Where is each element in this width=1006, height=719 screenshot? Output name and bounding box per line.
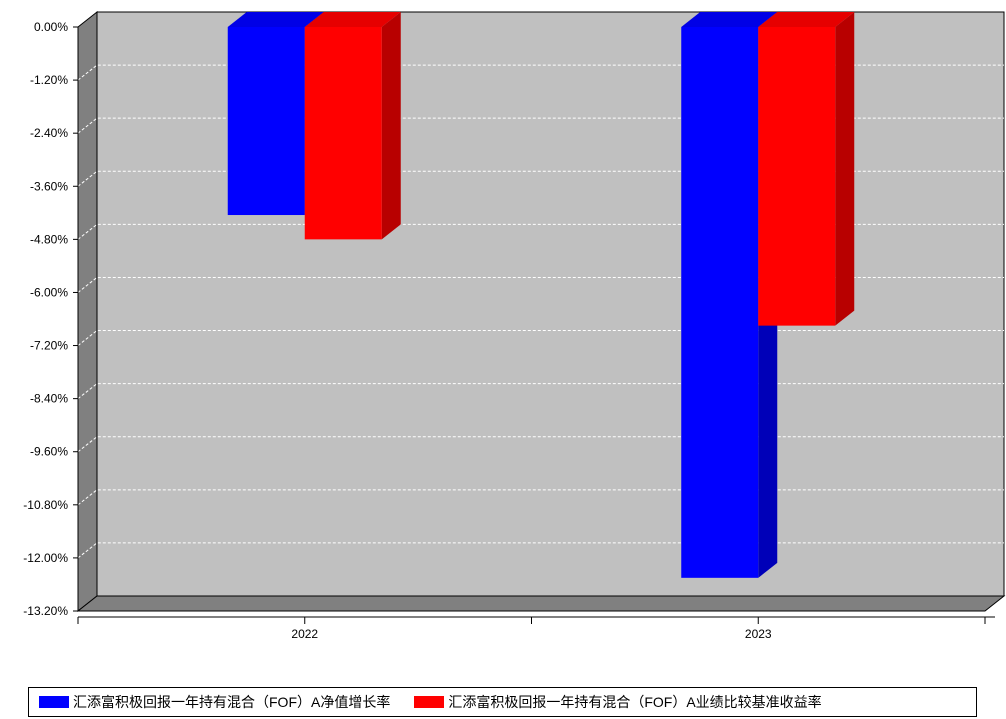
bar-side-face — [835, 12, 855, 326]
x-axis-ticks: 2022 2023 — [77, 617, 986, 641]
bar-top-face — [681, 12, 778, 27]
y-tick-label: -13.20% — [23, 604, 68, 618]
plot-side-wall — [77, 10, 98, 613]
bar-top-face — [227, 12, 324, 27]
legend-label: 汇添富积极回报一年持有混合（FOF）A净值增长率 — [73, 694, 391, 710]
y-tick-label: -12.00% — [23, 551, 68, 565]
bars — [227, 12, 855, 578]
y-tick-label: -2.40% — [30, 126, 68, 140]
y-tick-label: -4.80% — [30, 232, 68, 246]
legend-swatch-red — [414, 696, 445, 708]
bar-front-face — [227, 27, 305, 216]
y-tick-label: -6.00% — [30, 285, 68, 299]
legend-item-benchmark: 汇添富积极回报一年持有混合（FOF）A业绩比较基准收益率 — [414, 692, 822, 712]
legend: 汇添富积极回报一年持有混合（FOF）A净值增长率 汇添富积极回报一年持有混合（F… — [28, 687, 977, 717]
bar-2022-series-2 — [304, 12, 401, 240]
bar-front-face — [681, 27, 759, 578]
bar-side-face — [381, 12, 401, 240]
chart-walls — [76, 10, 1006, 613]
y-axis-ticks: 0.00% -1.20% -2.40% -3.60% -4.80% -6.00% -7.20… — [23, 20, 78, 618]
bar-front-face — [304, 27, 382, 240]
legend-item-nav-growth: 汇添富积极回报一年持有混合（FOF）A净值增长率 — [39, 692, 390, 712]
bar-top-face — [758, 12, 855, 27]
bar-front-face — [758, 27, 836, 326]
y-tick-label: -1.20% — [30, 73, 68, 87]
plot-floor — [76, 595, 1006, 612]
y-tick-label: 0.00% — [34, 20, 68, 34]
bar-2023-series-2 — [758, 12, 855, 326]
bar-top-face — [304, 12, 401, 27]
y-tick-label: -3.60% — [30, 179, 68, 193]
x-tick-label: 2022 — [291, 627, 318, 641]
legend-swatch-blue — [39, 696, 69, 708]
legend-label: 汇添富积极回报一年持有混合（FOF）A业绩比较基准收益率 — [448, 694, 822, 710]
y-tick-label: -10.80% — [23, 498, 68, 512]
y-tick-label: -9.60% — [30, 445, 68, 459]
axes — [77, 27, 995, 618]
x-tick-label: 2023 — [745, 627, 772, 641]
y-tick-label: -7.20% — [30, 339, 68, 353]
y-tick-label: -8.40% — [30, 392, 68, 406]
